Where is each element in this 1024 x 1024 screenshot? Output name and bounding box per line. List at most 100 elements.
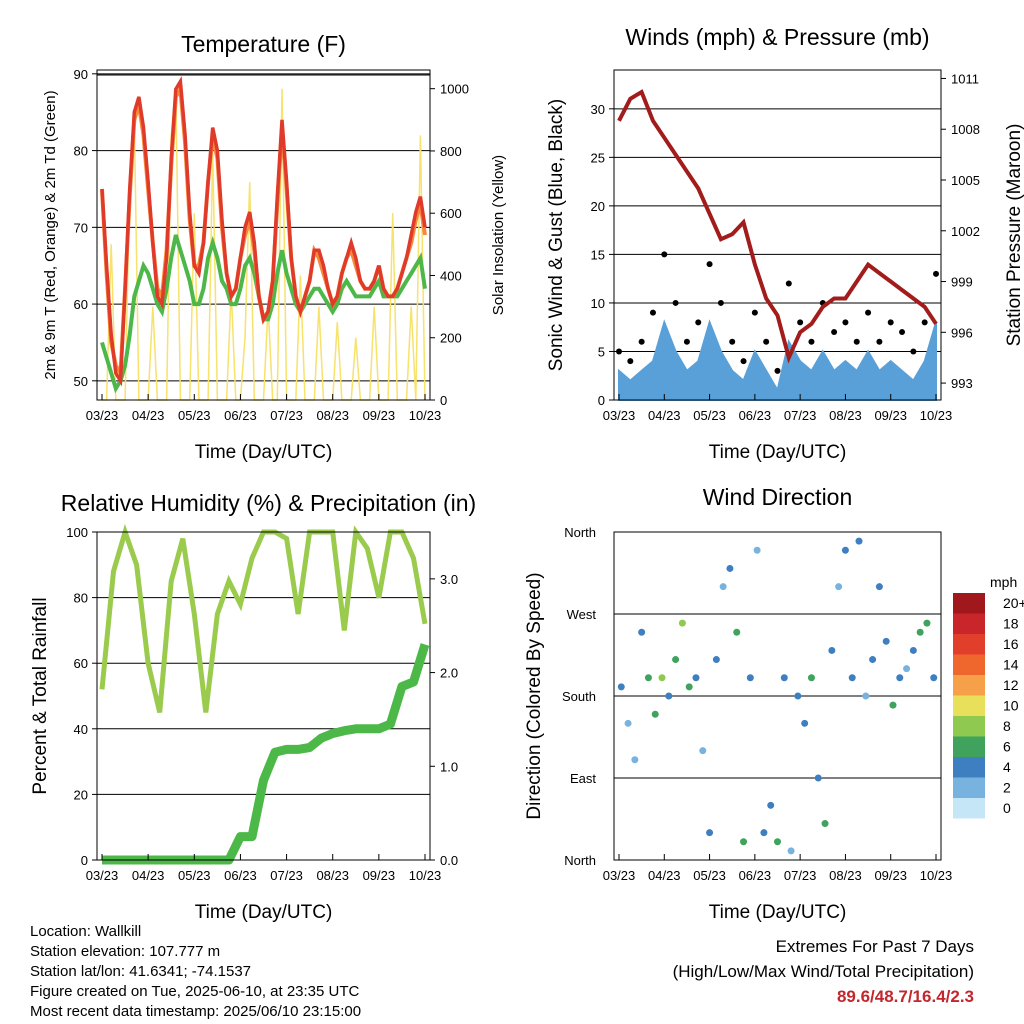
y2-tick-label: 1002 xyxy=(951,224,980,239)
extremes-title: Extremes For Past 7 Days xyxy=(775,937,974,956)
legend-label: 16 xyxy=(1003,636,1019,652)
direction-point xyxy=(774,838,781,846)
legend-label: 14 xyxy=(1003,657,1019,673)
gust-point xyxy=(695,319,702,326)
direction-point xyxy=(644,674,652,682)
gust-point xyxy=(921,319,928,326)
y2-tick-label: 0 xyxy=(440,393,447,408)
y-tick-label: 100 xyxy=(66,525,88,540)
chart-title: Relative Humidity (%) & Precipitation (i… xyxy=(61,490,476,516)
series-rh-line xyxy=(99,523,428,713)
direction-point xyxy=(828,646,836,654)
y2-tick-label: 1000 xyxy=(440,82,469,97)
x-tick-label: 10/23 xyxy=(920,408,953,423)
y2-tick-label: 3.0 xyxy=(440,572,458,587)
created-text: Figure created on Tue, 2025-06-10, at 23… xyxy=(30,983,360,1000)
y2-tick-label: 2.0 xyxy=(440,666,458,681)
legend-title: mph xyxy=(990,574,1017,590)
gust-point xyxy=(910,348,917,355)
y-axis-label: Percent & Total Rainfall xyxy=(30,597,51,794)
direction-point xyxy=(841,546,849,554)
y2-axis-label: Solar Insolation (Yellow) xyxy=(490,155,507,315)
direction-point xyxy=(733,628,741,636)
direction-point xyxy=(780,674,788,682)
direction-point xyxy=(712,656,720,664)
station-info: Location: Wallkill Station elevation: 10… xyxy=(30,922,361,1022)
gust-point xyxy=(661,251,668,258)
x-tick-label: 03/23 xyxy=(86,408,119,423)
direction-point xyxy=(889,701,897,709)
direction-point xyxy=(760,829,768,837)
direction-point xyxy=(692,674,700,682)
y-tick-label: 50 xyxy=(74,374,88,389)
legend-swatch xyxy=(953,798,985,819)
y2-tick-label: 1005 xyxy=(951,173,980,188)
y2-tick-label: 993 xyxy=(951,376,973,391)
y2-axis-label: Station Pressure (Maroon) xyxy=(1004,124,1024,347)
direction-point xyxy=(869,656,877,664)
recent-text: Most recent data timestamp: 2025/06/10 2… xyxy=(30,1003,362,1020)
x-tick-label: 05/23 xyxy=(178,868,211,883)
y-tick-label: 80 xyxy=(74,591,88,606)
legend-swatch xyxy=(953,613,985,634)
gust-point xyxy=(751,309,758,316)
latlon-text: Station lat/lon: 41.6341; -74.1537 xyxy=(30,963,252,980)
series-wind-area xyxy=(618,319,937,401)
legend-label: 20+ xyxy=(1003,595,1024,611)
direction-tick-label: West xyxy=(567,607,597,622)
y-tick-label: 5 xyxy=(598,344,605,359)
y-tick-label: 15 xyxy=(591,247,605,262)
gust-point xyxy=(717,299,724,306)
y-tick-label: 25 xyxy=(591,150,605,165)
extremes-subtitle: (High/Low/Max Wind/Total Precipitation) xyxy=(672,962,974,981)
y-axis-label: 2m & 9m T (Red, Orange) & 2m Td (Green) xyxy=(42,90,59,379)
direction-point xyxy=(617,683,625,691)
x-axis-label: Time (Day/UTC) xyxy=(709,442,847,463)
plot-frame xyxy=(613,69,942,401)
direction-point xyxy=(909,646,917,654)
gust-point xyxy=(785,280,792,287)
direction-point xyxy=(801,719,809,727)
legend-swatch xyxy=(953,593,985,614)
direction-point xyxy=(814,774,822,782)
y2-tick-label: 200 xyxy=(440,331,462,346)
direction-point xyxy=(651,710,659,718)
y2-tick-label: 1011 xyxy=(951,71,979,86)
x-tick-label: 09/23 xyxy=(363,408,396,423)
gust-point xyxy=(729,338,736,345)
direction-point xyxy=(746,674,754,682)
direction-point xyxy=(631,756,639,764)
y2-tick-label: 600 xyxy=(440,206,462,221)
series-pressure-line xyxy=(617,89,938,364)
x-tick-label: 03/23 xyxy=(86,868,119,883)
plot-frame xyxy=(96,69,431,401)
x-tick-label: 04/23 xyxy=(648,868,681,883)
legend-swatch xyxy=(953,757,985,778)
y2-tick-label: 400 xyxy=(440,268,462,283)
x-tick-label: 05/23 xyxy=(178,408,211,423)
gust-point xyxy=(627,358,634,365)
direction-tick-label: East xyxy=(570,771,596,786)
x-tick-label: 08/23 xyxy=(829,868,862,883)
legend-label: 8 xyxy=(1003,718,1011,734)
direction-point xyxy=(787,847,795,855)
direction-point xyxy=(896,674,904,682)
direction-tick-label: North xyxy=(564,853,596,868)
y-tick-label: 0 xyxy=(598,393,605,408)
plot-frame xyxy=(96,531,431,861)
gust-point xyxy=(876,338,883,345)
legend-swatch xyxy=(953,716,985,737)
gust-point xyxy=(853,338,860,345)
legend-swatch xyxy=(953,675,985,696)
y-axis-label: Direction (Colored By Speed) xyxy=(524,572,545,819)
x-tick-label: 08/23 xyxy=(829,408,862,423)
gust-point xyxy=(808,338,815,345)
x-tick-label: 04/23 xyxy=(648,408,681,423)
x-tick-label: 04/23 xyxy=(132,408,165,423)
legend-swatch xyxy=(953,634,985,655)
legend-label: 0 xyxy=(1003,800,1011,816)
y-axis-label: Sonic Wind & Gust (Blue, Black) xyxy=(546,99,567,371)
extremes-panel: Extremes For Past 7 Days (High/Low/Max W… xyxy=(673,934,974,1009)
x-tick-label: 08/23 xyxy=(316,868,349,883)
